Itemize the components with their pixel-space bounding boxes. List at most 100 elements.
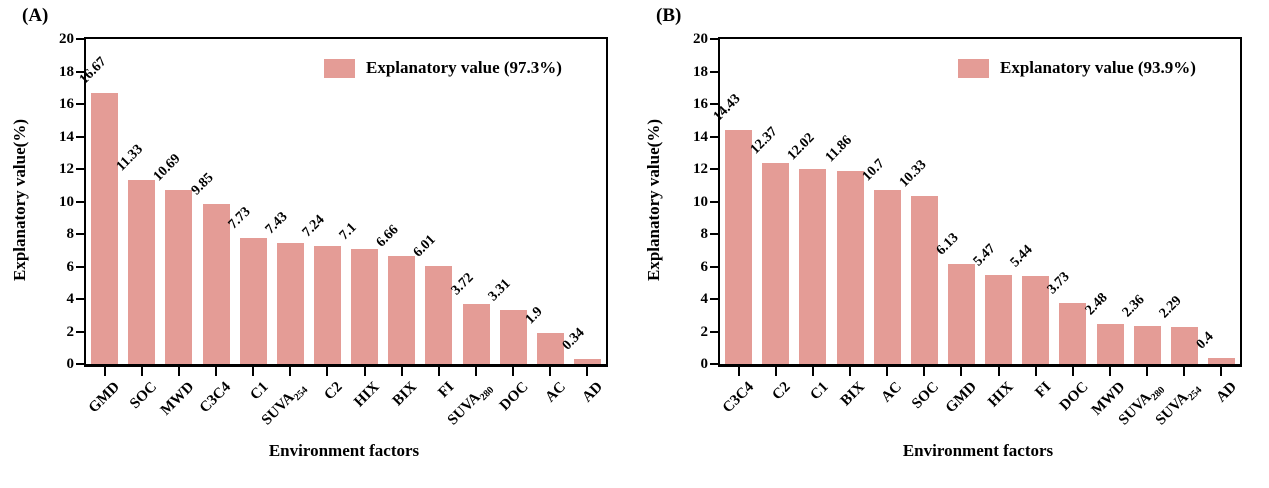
- y-tick: [76, 168, 84, 170]
- y-tick-label: 10: [693, 193, 708, 210]
- y-tick-label: 0: [700, 356, 709, 372]
- panel-b-label: (B): [656, 5, 682, 26]
- y-tick-label: 20: [59, 31, 74, 47]
- bar: [1133, 325, 1161, 364]
- y-tick: [710, 363, 718, 365]
- bar: [536, 333, 564, 364]
- bar: [873, 190, 901, 364]
- y-tick-label: 6: [66, 258, 75, 275]
- y-tick: [710, 103, 718, 105]
- x-tick: [997, 364, 1000, 376]
- x-tick: [586, 364, 589, 376]
- panel-a-legend: Explanatory value (97.3%): [324, 58, 562, 78]
- bar: [910, 196, 938, 364]
- x-tick: [849, 364, 851, 376]
- bar: [1096, 323, 1124, 364]
- panel-a-legend-label: Explanatory value (97.3%): [366, 58, 562, 77]
- y-tick: [710, 135, 718, 138]
- bar: [573, 358, 601, 364]
- y-tick: [76, 330, 84, 333]
- x-tick: [923, 364, 926, 376]
- x-tick: [1183, 364, 1186, 376]
- x-tick: [1071, 364, 1074, 376]
- y-tick: [710, 330, 718, 333]
- bar: [351, 248, 379, 364]
- bar: [462, 303, 490, 365]
- y-tick: [76, 200, 84, 203]
- bar: [128, 179, 156, 364]
- y-tick: [710, 38, 718, 40]
- x-tick: [215, 364, 217, 376]
- bar: [388, 255, 416, 364]
- x-tick: [737, 364, 740, 376]
- x-tick: [1034, 364, 1037, 376]
- x-tick: [886, 364, 889, 376]
- bar: [91, 93, 119, 364]
- x-tick: [475, 364, 477, 376]
- y-tick: [710, 233, 718, 235]
- bar: [762, 163, 790, 364]
- y-tick-label: 16: [59, 96, 74, 112]
- y-tick-label: 4: [700, 291, 709, 307]
- bar: [239, 238, 267, 364]
- y-tick-label: 8: [700, 226, 709, 242]
- x-tick: [177, 364, 180, 376]
- bar: [165, 190, 193, 364]
- x-tick: [252, 364, 255, 376]
- x-tick: [1109, 364, 1111, 376]
- y-tick-label: 4: [66, 291, 75, 307]
- bar: [202, 203, 230, 364]
- panel-b-plot-area: Explanatory value (93.9%) 0 2 4 6 8 10 12 14 16 1…: [693, 31, 1242, 428]
- panel-b-legend-swatch: [958, 58, 989, 78]
- y-tick-label: 18: [59, 63, 74, 80]
- y-tick-label: 2: [700, 323, 709, 340]
- y-tick-label: 10: [59, 193, 74, 210]
- panel-b-legend-label: Explanatory value (93.9%): [1000, 58, 1196, 77]
- y-tick: [76, 233, 84, 235]
- panel-b: (B) Explanatory value(%) Explanatory val…: [634, 0, 1268, 488]
- x-tick: [811, 364, 814, 376]
- y-tick-label: 8: [66, 226, 75, 242]
- bar: [1207, 357, 1235, 364]
- panel-a: (A) Explanatory value(%) Explanatory val…: [0, 0, 634, 488]
- bar: [313, 246, 341, 364]
- y-tick: [76, 103, 84, 105]
- panel-a-label: (A): [22, 5, 49, 26]
- y-tick: [710, 265, 718, 268]
- x-tick: [289, 364, 292, 376]
- y-tick: [710, 200, 718, 203]
- y-tick: [710, 298, 718, 300]
- x-tick: [512, 364, 515, 376]
- y-tick-label: 2: [66, 323, 75, 340]
- y-tick: [76, 38, 84, 40]
- y-tick-label: 12: [59, 161, 74, 177]
- y-tick-label: 14: [693, 128, 708, 145]
- x-tick: [774, 364, 777, 376]
- bar: [1059, 303, 1087, 364]
- y-tick-label: 18: [693, 63, 708, 80]
- bar: [1170, 326, 1198, 364]
- y-tick-label: 16: [693, 96, 708, 112]
- bar: [836, 171, 864, 364]
- y-tick: [76, 70, 84, 73]
- panel-a-plot-area: Explanatory value (97.3%) 0 2 4 6 8 10 12 14 16 1…: [59, 31, 608, 428]
- bar: [799, 168, 827, 364]
- y-tick: [76, 363, 84, 365]
- x-tick: [363, 364, 366, 376]
- bar: [985, 275, 1013, 364]
- x-tick: [1220, 364, 1223, 376]
- y-tick-label: 6: [700, 258, 709, 275]
- y-tick-label: 20: [693, 31, 708, 47]
- panel-b-legend: Explanatory value (93.9%): [958, 58, 1196, 78]
- x-tick: [437, 364, 440, 376]
- bar: [725, 129, 753, 364]
- x-tick: [549, 364, 552, 376]
- y-tick: [710, 168, 718, 170]
- y-tick: [76, 298, 84, 300]
- bar: [947, 264, 975, 364]
- panel-b-x-axis-title: Environment factors: [902, 441, 1054, 460]
- bar: [425, 266, 453, 364]
- y-tick-label: 14: [59, 128, 74, 145]
- bar: [499, 310, 527, 364]
- y-tick-label: 12: [693, 161, 708, 177]
